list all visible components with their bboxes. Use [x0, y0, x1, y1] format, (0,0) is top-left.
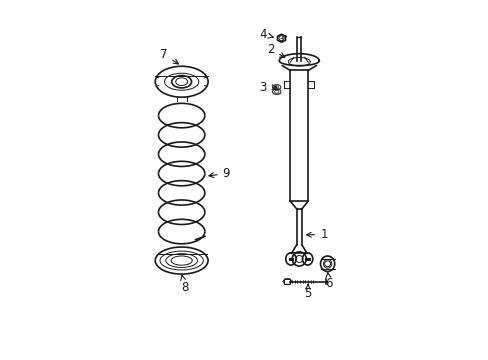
- Text: 4: 4: [259, 28, 273, 41]
- Text: 5: 5: [304, 284, 311, 300]
- Text: 6: 6: [325, 272, 332, 290]
- Text: 7: 7: [160, 48, 178, 64]
- Text: 3: 3: [259, 81, 276, 94]
- Text: 1: 1: [306, 228, 327, 241]
- Bar: [284, 279, 290, 284]
- Text: 9: 9: [208, 167, 230, 180]
- Text: 2: 2: [266, 43, 284, 57]
- Text: 8: 8: [181, 275, 188, 294]
